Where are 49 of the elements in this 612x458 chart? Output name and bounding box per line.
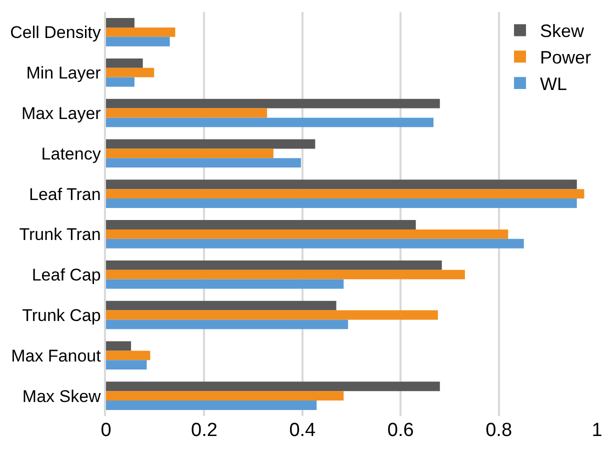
bar xyxy=(106,320,348,330)
legend-label: Skew xyxy=(540,21,586,42)
bar xyxy=(106,400,317,410)
y-tick-label: Min Layer xyxy=(26,64,102,83)
bar xyxy=(106,58,143,68)
x-tick-label: 0.4 xyxy=(289,420,316,441)
bar xyxy=(106,360,147,370)
bar xyxy=(106,220,416,230)
y-tick-label: Latency xyxy=(41,144,102,164)
bar xyxy=(106,310,438,320)
y-tick-label: Cell Density xyxy=(10,23,102,42)
bar xyxy=(106,341,132,351)
bar xyxy=(106,68,154,78)
legend-label: WL xyxy=(540,74,567,94)
x-tick-label: 0.6 xyxy=(387,420,414,441)
bar xyxy=(106,27,176,37)
y-tick-label: Leaf Tran xyxy=(29,184,101,204)
bar xyxy=(106,158,301,168)
y-tick-label: Trunk Cap xyxy=(22,306,101,325)
bar xyxy=(106,108,268,118)
bar xyxy=(106,148,274,158)
x-tick-label: 0.8 xyxy=(486,420,512,441)
bar xyxy=(106,350,150,360)
x-tick-label: 0.2 xyxy=(190,420,218,441)
bar xyxy=(106,180,577,190)
bar xyxy=(106,391,344,401)
bar xyxy=(106,382,440,392)
y-tick-label: Max Layer xyxy=(21,104,102,123)
bar xyxy=(106,189,584,199)
bar xyxy=(106,118,434,128)
legend-label: Power xyxy=(540,48,592,68)
y-tick-label: Leaf Cap xyxy=(32,266,101,285)
bar xyxy=(106,18,134,28)
bar xyxy=(106,270,465,280)
y-tick-label: Max Skew xyxy=(22,386,102,406)
bar xyxy=(106,279,344,289)
bar xyxy=(106,198,577,208)
bar xyxy=(106,98,440,108)
bar xyxy=(106,300,336,310)
bar xyxy=(106,260,442,270)
y-tick-label: Trunk Tran xyxy=(19,225,101,244)
bar xyxy=(106,36,170,46)
bar xyxy=(106,229,508,239)
bar xyxy=(106,139,316,149)
y-tick-label: Max Fanout xyxy=(11,346,102,366)
bar xyxy=(106,77,134,87)
x-tick-label: 0 xyxy=(100,420,112,441)
bar xyxy=(106,238,524,248)
x-tick-label: 1 xyxy=(592,420,602,441)
